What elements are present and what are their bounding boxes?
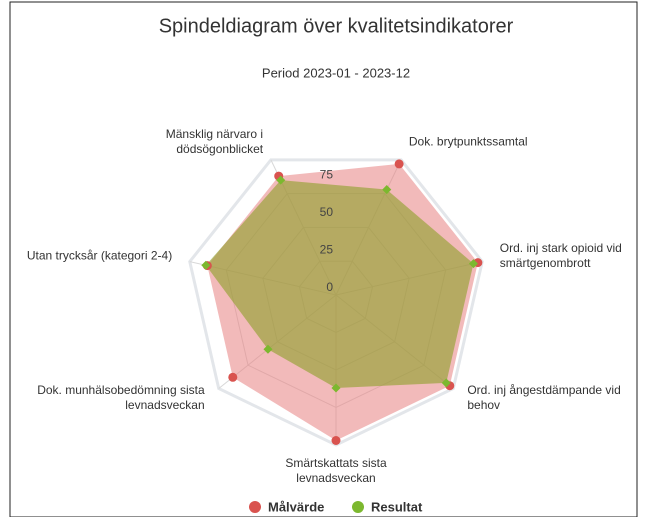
point <box>228 372 238 382</box>
point <box>276 175 286 185</box>
category-label: Ord. inj ångestdämpande vid behov <box>467 382 621 412</box>
category-label: Ord. inj stark opioid vid smärtgenombrot… <box>499 240 622 270</box>
point <box>201 260 211 270</box>
y-tick-label: 50 <box>320 205 334 219</box>
legend-label: Målvärde <box>268 499 324 514</box>
chart-subtitle: Period 2023-01 - 2023-12 <box>262 65 410 80</box>
category-label: Utan trycksår (kategori 2-4) <box>26 248 173 263</box>
y-tick-label: 25 <box>320 243 334 257</box>
legend-marker <box>352 501 364 513</box>
series-area <box>205 180 474 388</box>
legend-label: Resultat <box>371 499 423 514</box>
y-tick-label: 75 <box>320 168 334 182</box>
category-label: Mänsklig närvaro i dödsögonblicket <box>165 126 264 156</box>
outer-web <box>188 158 484 447</box>
category-label: Dok. munhälsobedömning sista levnadsveck… <box>37 382 205 412</box>
point <box>331 436 341 445</box>
legend-marker <box>249 501 261 513</box>
category-label: Dok. brytpunktssamtal <box>408 134 528 149</box>
point <box>394 159 404 169</box>
y-tick-label: 0 <box>326 280 333 294</box>
chart-title: Spindeldiagram över kvalitetsindikatorer <box>159 15 514 37</box>
category-label: Smärtskattats sista levnadsveckan <box>285 456 387 485</box>
